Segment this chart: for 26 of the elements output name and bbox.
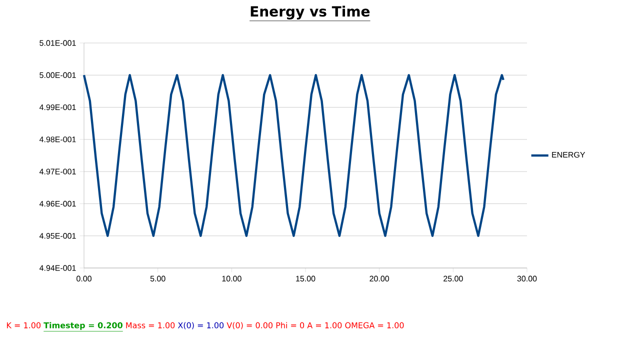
text: X(0) = 1.00	[178, 322, 224, 330]
line-series	[82, 74, 504, 237]
y-tick-label: 4.97E-001	[39, 168, 76, 174]
legend-label: ENERGY	[552, 152, 586, 158]
text: V(0) = 0.00	[226, 322, 273, 330]
y-tick-label: 4.96E-001	[39, 200, 76, 207]
y-tick-label: 4.95E-001	[39, 233, 76, 239]
x-tick-label: 20.00	[370, 276, 390, 282]
y-tick-label: 4.94E-001	[39, 265, 76, 271]
text: Phi = 0	[276, 322, 304, 328]
text: OMEGA = 1.00	[345, 322, 404, 328]
text: Timestep = 0.200	[44, 322, 122, 330]
y-tick-label: 4.98E-001	[39, 136, 76, 142]
x-tick-label: 5.00	[150, 276, 166, 282]
text: Mass = 1.00	[126, 322, 175, 328]
y-tick-label: 4.99E-001	[39, 104, 76, 110]
y-tick-label: 5.01E-001	[40, 40, 76, 46]
x-tick-label: 30.00	[517, 276, 537, 282]
text: K = 1.00	[6, 322, 41, 328]
x-tick-label: 0.00	[76, 276, 92, 282]
y-tick-label: 5.00E-001	[40, 72, 76, 78]
x-tick-label: 15.00	[296, 276, 316, 282]
x-tick-label: 10.00	[222, 276, 242, 282]
x-tick-label: 25.00	[444, 276, 463, 282]
text: A = 1.00	[307, 322, 342, 328]
chart-title: Energy vs Time	[250, 6, 370, 20]
